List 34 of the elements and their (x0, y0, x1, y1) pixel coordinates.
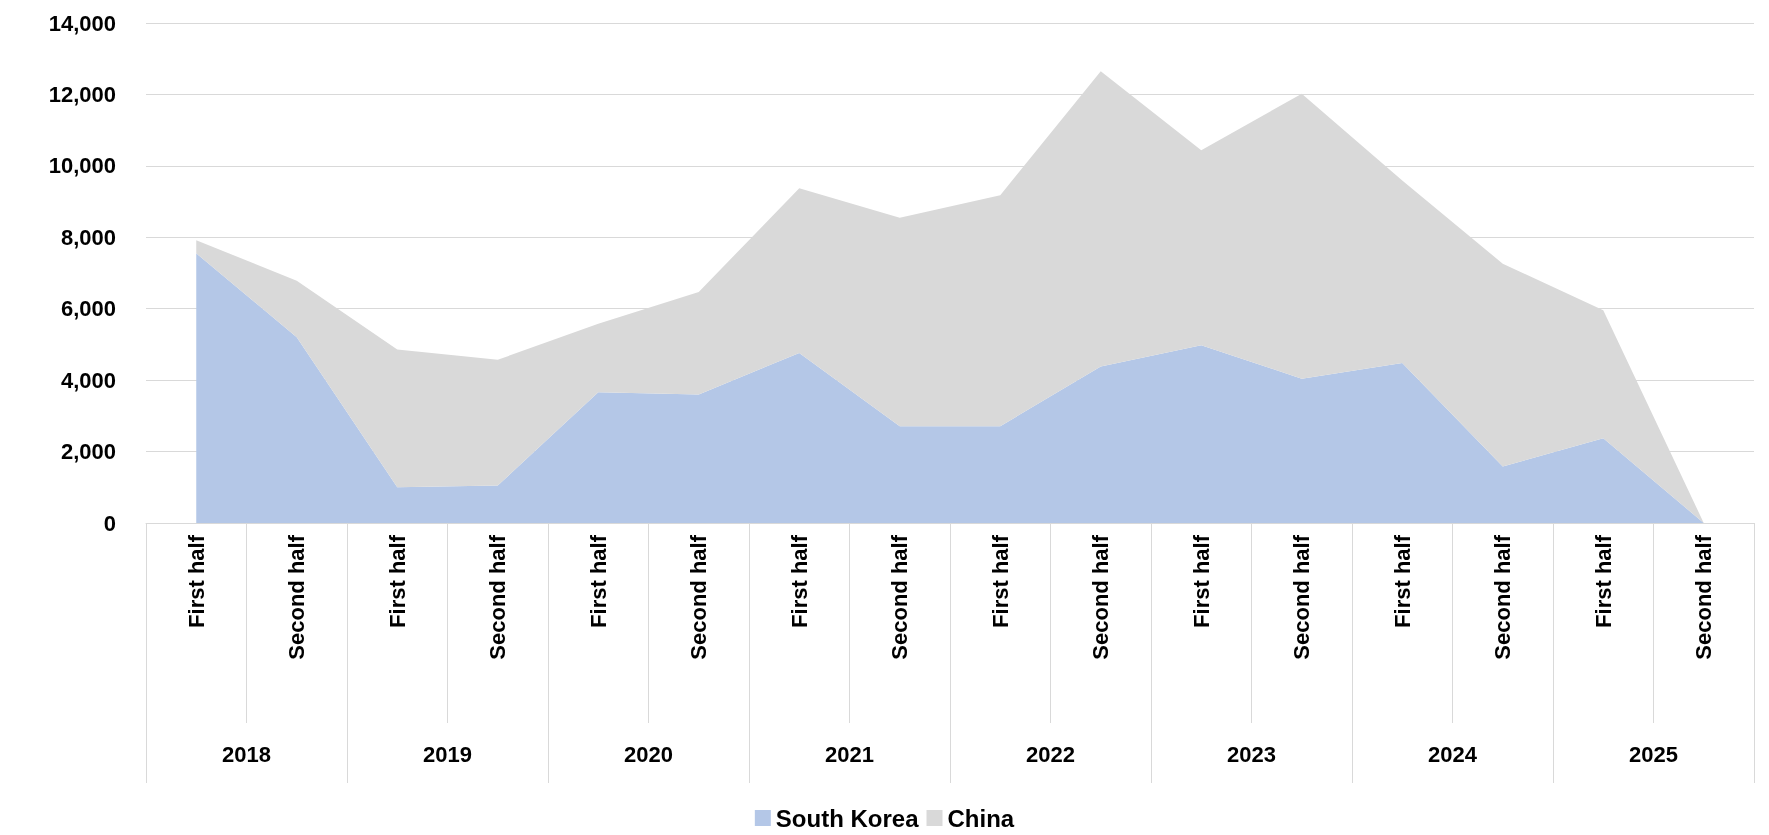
x-tick-label: First half (585, 534, 611, 628)
y-tick-label: 4,000 (60, 367, 116, 393)
text: 2019 (423, 741, 472, 767)
x-tick-label: Second half (485, 534, 511, 660)
x-tick-label: Second half (1691, 534, 1717, 660)
x-tick-label: First half (1389, 534, 1415, 628)
legend-label: China (947, 804, 1015, 832)
x-tick-label: First half (1188, 534, 1214, 628)
x-tick-label: Second half (1289, 534, 1315, 660)
legend-label: South Korea (775, 804, 920, 832)
x-tick-label: First half (786, 534, 812, 628)
y-tick-label: 2,000 (60, 439, 116, 465)
x-tick-label: First half (987, 534, 1013, 628)
text: 2020 (624, 741, 673, 767)
y-tick-label: 8,000 (60, 224, 116, 250)
y-tick-label: 6,000 (60, 296, 116, 322)
x-tick-label: Second half (686, 534, 712, 660)
x-tick-label: Second half (284, 534, 310, 660)
x-tick-label: Second half (1490, 534, 1516, 660)
text: 2018 (222, 741, 271, 767)
x-tick-label: Second half (1088, 534, 1114, 660)
x-tick-label: First half (183, 534, 209, 628)
x-tick-label: First half (1590, 534, 1616, 628)
y-tick-label: 0 (103, 510, 116, 536)
y-tick-label: 10,000 (48, 153, 116, 179)
text: 2022 (1026, 741, 1075, 767)
y-tick-label: 12,000 (48, 81, 116, 107)
x-tick-label: Second half (887, 534, 913, 660)
text: 2025 (1629, 741, 1678, 767)
text: 2023 (1227, 741, 1276, 767)
text: 2021 (825, 741, 874, 767)
y-tick-label: 14,000 (48, 10, 116, 36)
x-tick-label: First half (384, 534, 410, 628)
text: 2024 (1428, 741, 1478, 767)
